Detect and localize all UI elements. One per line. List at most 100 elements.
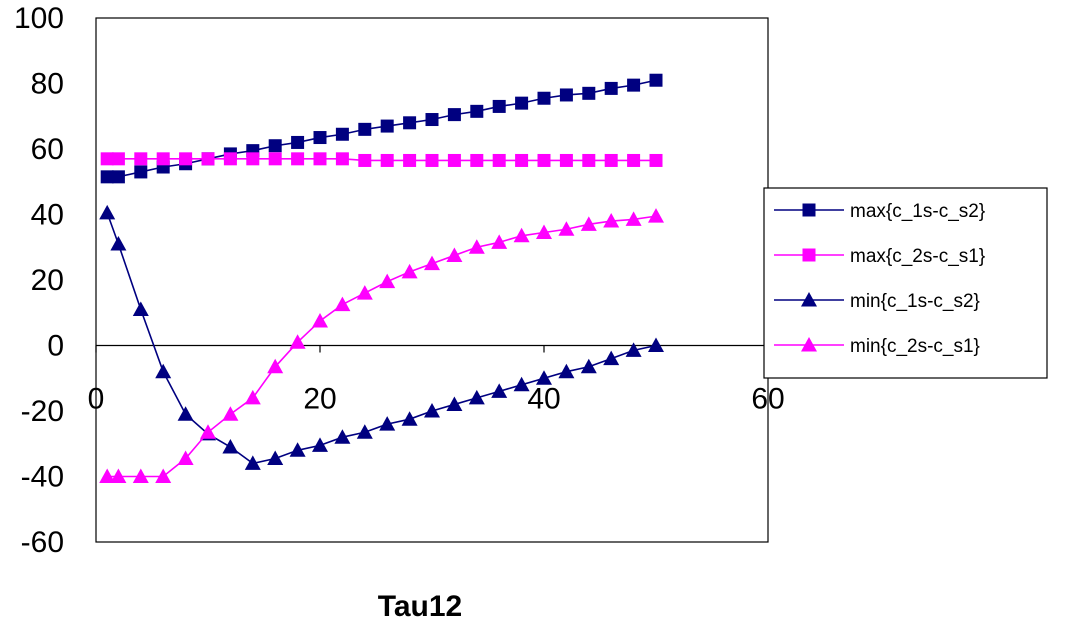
legend-marker [802, 203, 816, 217]
x-axis-title: Tau12 [378, 590, 462, 623]
data-point [267, 358, 284, 374]
data-point [177, 450, 194, 465]
data-point [515, 96, 529, 110]
data-point [559, 153, 573, 167]
data-point [425, 113, 439, 127]
data-point [289, 442, 306, 457]
y-tick-label: 80 [31, 68, 64, 101]
legend-label: min{c_2s-c_s1} [850, 336, 980, 357]
legend-entry: min{c_2s-c_s1} [774, 336, 980, 357]
data-point [447, 153, 461, 167]
y-tick-label: 40 [31, 199, 64, 232]
data-point [401, 411, 418, 426]
data-point [358, 153, 372, 167]
data-point [177, 406, 194, 421]
data-point [401, 263, 418, 279]
data-point [111, 152, 125, 166]
data-point [179, 152, 193, 166]
data-point [603, 350, 620, 366]
x-tick-label: 60 [751, 383, 784, 416]
data-point [470, 104, 484, 118]
data-point [537, 91, 551, 105]
data-point [291, 135, 305, 149]
data-point [492, 99, 506, 113]
data-point [491, 234, 508, 249]
y-axis-tick-labels: -60 -40 -20 0 20 40 60 80 100 [14, 2, 64, 559]
data-point [289, 334, 306, 349]
data-point [648, 337, 664, 352]
data-point [649, 153, 663, 167]
legend-marker [801, 292, 817, 307]
series-2 [100, 152, 663, 167]
data-point [625, 342, 642, 357]
data-point [132, 468, 149, 483]
series-3 [99, 204, 664, 470]
data-point [268, 152, 282, 166]
y-tick-label: -60 [21, 526, 64, 559]
legend-label: max{c_1s-c_s2} [850, 201, 985, 222]
data-point [100, 152, 114, 166]
data-point [580, 358, 597, 374]
legend-label: min{c_1s-c_s2} [850, 291, 980, 312]
series-1 [100, 73, 663, 184]
data-point [111, 170, 125, 184]
data-point [582, 153, 596, 167]
data-point [536, 224, 552, 240]
data-point [627, 153, 641, 167]
data-point [424, 255, 440, 271]
data-point [558, 221, 575, 236]
data-point [380, 153, 394, 167]
data-point [110, 468, 127, 483]
data-point [447, 108, 461, 122]
data-point [99, 204, 116, 220]
y-tick-label: 60 [31, 133, 64, 166]
y-tick-label: 100 [14, 2, 64, 35]
y-tick-label: 20 [31, 264, 64, 297]
data-point [134, 152, 148, 166]
data-point [604, 81, 618, 95]
data-point [380, 119, 394, 133]
data-point [313, 152, 327, 166]
data-point [604, 153, 618, 167]
data-point [582, 86, 596, 100]
data-point [446, 247, 463, 262]
data-point [513, 376, 530, 392]
y-tick-label: -20 [21, 395, 64, 428]
data-point [244, 389, 261, 405]
x-tick-label: 40 [527, 383, 560, 416]
data-point [424, 403, 440, 418]
legend-entry: max{c_2s-c_s1} [774, 246, 985, 267]
data-point [99, 468, 116, 483]
data-point [379, 416, 396, 431]
data-point [356, 424, 373, 439]
data-point [491, 383, 508, 398]
series-4 [99, 208, 664, 483]
legend-marker [801, 337, 817, 352]
data-point [155, 363, 172, 379]
data-point [132, 301, 149, 316]
data-point [312, 312, 328, 328]
data-point [537, 153, 551, 167]
y-tick-label: -40 [21, 461, 64, 494]
data-point [425, 153, 439, 167]
data-point [200, 424, 216, 439]
data-point [156, 152, 170, 166]
y-tick-label: 0 [47, 330, 64, 363]
data-point [403, 153, 417, 167]
legend-label: max{c_2s-c_s1} [850, 246, 985, 267]
data-point [222, 439, 239, 454]
data-point [603, 213, 620, 228]
data-point [492, 153, 506, 167]
data-point [100, 170, 114, 184]
data-point [446, 396, 463, 411]
data-point [334, 296, 351, 312]
data-point [356, 285, 373, 300]
data-point [648, 208, 664, 223]
data-point [558, 363, 575, 379]
plot-area [95, 17, 769, 543]
data-point [536, 370, 552, 385]
data-point [110, 235, 127, 251]
data-point [334, 429, 351, 444]
data-point [267, 450, 284, 465]
